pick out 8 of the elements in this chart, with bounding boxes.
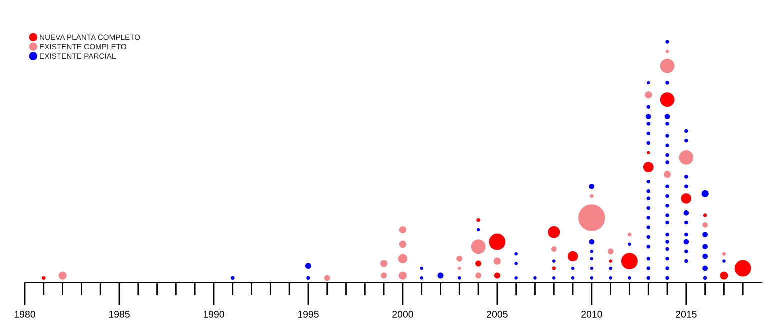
x-tick-label: 1985 (109, 311, 130, 318)
x-tick-label: 1990 (204, 311, 224, 318)
x-tick-label: 2010 (582, 311, 602, 318)
x-tick-label: 1995 (298, 311, 319, 318)
x-tick-label: 2005 (487, 311, 508, 318)
x-tick-label: 2015 (676, 311, 697, 318)
x-tick-label: 2000 (392, 311, 414, 318)
x-tick-label: 1980 (14, 311, 36, 318)
